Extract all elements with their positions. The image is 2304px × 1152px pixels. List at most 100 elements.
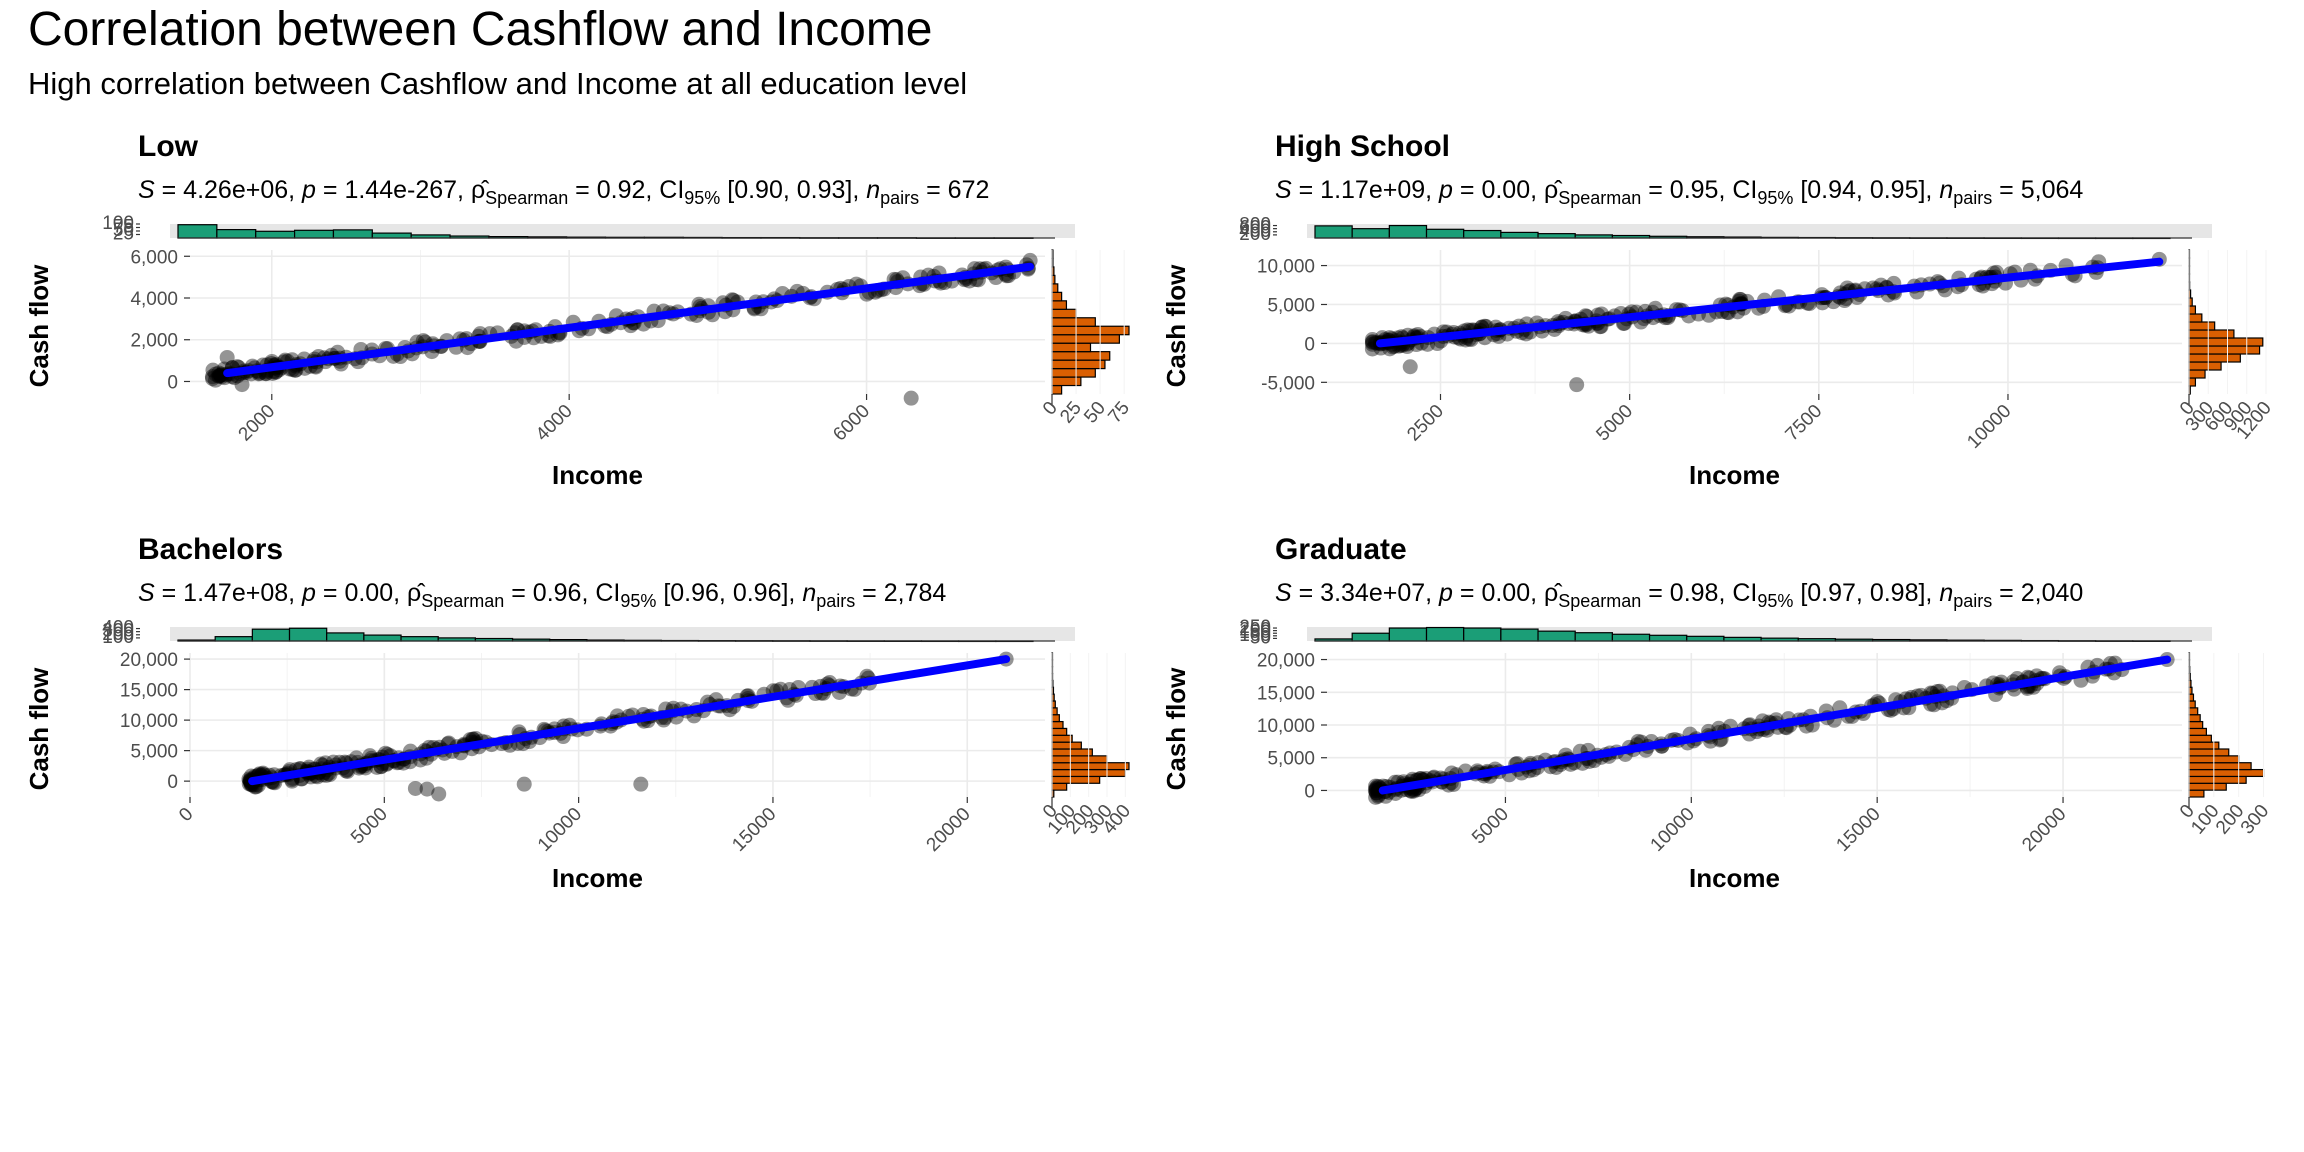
x-hist-bar	[400, 636, 439, 642]
y-tick-label: 5,000	[130, 742, 178, 763]
scatter-point	[234, 377, 250, 393]
fit-line	[1378, 655, 2172, 795]
x-tick-label: 5000	[347, 804, 392, 849]
scatter-point	[419, 781, 435, 797]
panel-title: Bachelors	[138, 533, 283, 566]
y-hist-bar	[2188, 361, 2222, 371]
y-hist-tick-label: 75	[1104, 398, 1134, 428]
scatter-point	[219, 349, 235, 365]
y-hist-bar	[2188, 768, 2265, 778]
x-hist-tick-label: 800	[1239, 215, 1271, 236]
scatter-point	[1569, 377, 1585, 393]
panel-title: Low	[138, 130, 199, 163]
x-hist-tick-label: 100	[1239, 625, 1271, 646]
y-tick-label: 6,000	[130, 247, 178, 268]
y-hist-bar	[1051, 317, 1096, 327]
x-hist-tick-label: 600	[1239, 218, 1271, 239]
y-hist-bar	[1051, 741, 1082, 750]
scatter-point	[431, 786, 447, 802]
y-tick-label: 2,000	[130, 331, 178, 352]
y-hist-bar	[1051, 351, 1111, 361]
scatter-point	[516, 776, 532, 792]
panel-stats: S = 3.34e+07, p = 0.00, ρ̂Spearman = 0.9…	[1275, 579, 2083, 611]
panel-svg: Bachelors S = 1.47e+08, p = 0.00, ρ̂Spear…	[24, 533, 1135, 893]
x-hist-bar	[326, 632, 365, 642]
x-hist-bar	[288, 627, 328, 642]
scatter-point	[407, 780, 423, 796]
y-hist-bar	[1051, 325, 1130, 336]
x-hist-tick-label: 400	[1239, 221, 1271, 242]
y-hist-bar	[2188, 369, 2206, 379]
x-hist-bar	[332, 229, 373, 239]
scatter-point	[204, 369, 220, 385]
y-hist-bar	[2188, 345, 2261, 355]
x-tick-label: 10000	[1647, 804, 1699, 856]
y-tick-label: -5,000	[1261, 373, 1315, 394]
y-hist-bar	[1051, 748, 1093, 757]
x-hist-tick-label: 300	[102, 621, 134, 642]
y-hist-bar	[1051, 707, 1058, 716]
y-hist-bar	[2188, 377, 2197, 387]
x-tick-label: 7500	[1782, 401, 1827, 446]
x-hist-bar	[1686, 635, 1725, 642]
x-hist-bar	[177, 224, 218, 239]
x-hist-bar	[1351, 632, 1390, 642]
x-hist-bar	[1388, 627, 1428, 642]
scatter-point	[1368, 783, 1384, 799]
x-hist-bar	[214, 636, 253, 642]
x-hist-bar	[1314, 225, 1353, 239]
x-hist-tick-label: 50	[113, 220, 134, 241]
y-hist-bar	[1051, 755, 1108, 764]
x-hist-tick-label: 25	[113, 224, 134, 245]
y-hist-bar	[2188, 693, 2195, 702]
panel-high-school: High School S = 1.17e+09, p = 0.00, ρ̂Spe…	[1137, 122, 2276, 520]
y-hist-bar	[1051, 762, 1130, 771]
y-tick-label: 5,000	[1267, 749, 1315, 770]
y-tick-label: 0	[1304, 781, 1315, 802]
y-hist-bar	[2188, 789, 2205, 798]
y-tick-label: 0	[1304, 334, 1315, 355]
figure-subtitle: High correlation between Cashflow and In…	[28, 66, 968, 101]
x-axis-label: Income	[1689, 863, 1780, 893]
y-hist-bar	[2188, 748, 2230, 757]
x-hist-bar	[1648, 634, 1688, 642]
y-tick-label: 10,000	[1257, 716, 1315, 737]
panel-graduate: Graduate S = 3.34e+07, p = 0.00, ρ̂Spearm…	[1137, 525, 2273, 923]
panel-svg: High School S = 1.17e+09, p = 0.00, ρ̂Spe…	[1161, 130, 2276, 490]
x-hist-bar	[1500, 231, 1539, 239]
y-hist-bar	[2188, 727, 2207, 736]
x-hist-bar	[371, 232, 412, 239]
grid-group	[190, 250, 1045, 394]
scatter-point	[211, 365, 227, 381]
y-hist-tick-label: 300	[2237, 801, 2273, 839]
y-hist-bar	[2188, 734, 2212, 743]
x-axis-label: Income	[552, 863, 643, 893]
scatter-point	[1402, 359, 1418, 375]
y-hist-bar	[1051, 342, 1092, 353]
y-hist-bar	[1051, 782, 1068, 791]
y-hist-bar	[1051, 775, 1101, 784]
y-hist-bar	[2188, 321, 2216, 331]
x-tick-label: 5000	[1468, 804, 1513, 849]
x-tick-label: 4000	[532, 401, 577, 446]
y-hist-bar	[2188, 762, 2252, 771]
y-hist-bar	[1051, 727, 1068, 736]
x-axis-label: Income	[552, 460, 643, 490]
scatter-point	[1365, 334, 1381, 350]
x-tick-label: 20000	[2018, 804, 2070, 856]
scatter-point	[207, 372, 223, 388]
y-hist-bar	[1051, 308, 1077, 319]
scatter-point	[205, 371, 221, 387]
y-tick-label: 20,000	[1257, 651, 1315, 672]
x-tick-label: 0	[175, 804, 197, 826]
figure-title: Correlation between Cashflow and Income	[28, 3, 933, 56]
panel-title: High School	[1275, 130, 1450, 163]
scatter-point	[633, 776, 649, 792]
x-hist-tick-label: 100	[102, 627, 134, 648]
x-tick-label: 2000	[235, 401, 280, 446]
y-tick-label: 15,000	[120, 681, 178, 702]
scatter-point	[1364, 336, 1380, 352]
y-axis-label: Cash flow	[1161, 667, 1191, 791]
scatter-point	[1364, 341, 1380, 357]
y-hist-bar	[1051, 384, 1063, 395]
